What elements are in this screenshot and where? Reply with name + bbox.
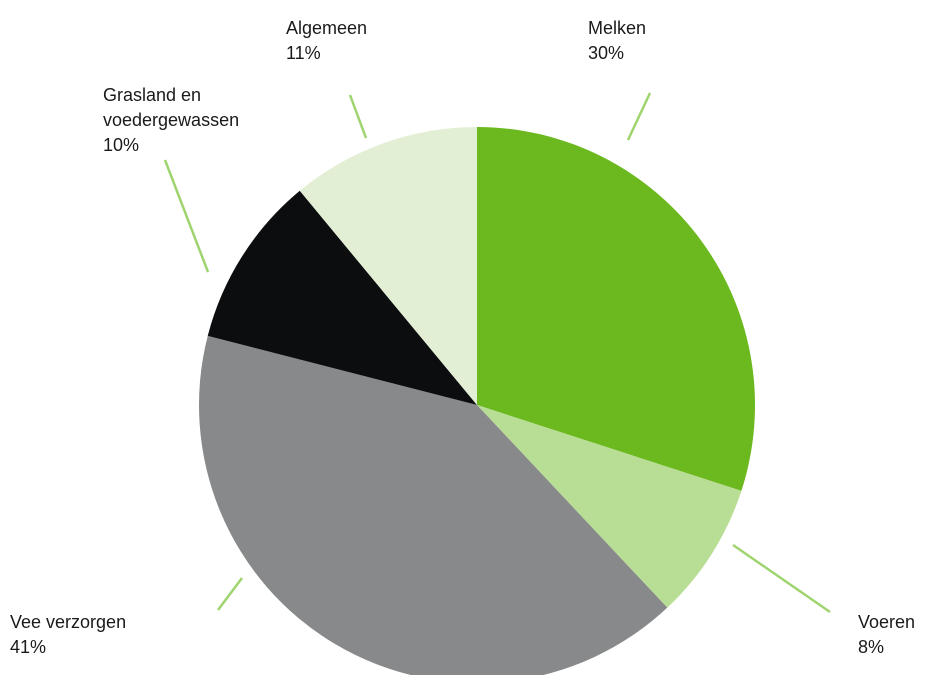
leader-line xyxy=(348,94,368,139)
category-label: Vee verzorgen xyxy=(10,612,127,632)
slice-label: Vee verzorgen 41% xyxy=(10,610,126,660)
value-label: 10% xyxy=(103,135,140,155)
leader-line xyxy=(626,92,652,141)
leader-line xyxy=(217,577,243,611)
category-label: Grasland en voedergewassen xyxy=(103,85,240,130)
pie-slice xyxy=(477,405,742,608)
pie-slice xyxy=(199,335,668,675)
slice-label: Voeren 8% xyxy=(858,610,915,660)
category-label: Voeren xyxy=(858,612,916,632)
pie-slice xyxy=(299,127,477,405)
leader-line xyxy=(732,543,831,614)
category-label: Algemeen xyxy=(286,18,368,38)
value-label: 11% xyxy=(286,43,321,63)
pie-slice xyxy=(477,127,755,491)
slice-label: Melken 30% xyxy=(588,16,646,66)
value-label: 41% xyxy=(10,637,47,657)
slice-label: Algemeen 11% xyxy=(286,16,367,66)
pie-slice xyxy=(207,190,477,405)
value-label: 30% xyxy=(588,43,625,63)
value-label: 8% xyxy=(858,637,885,657)
slice-label: Grasland en voedergewassen 10% xyxy=(103,83,263,158)
leader-line xyxy=(163,159,210,273)
category-label: Melken xyxy=(588,18,647,38)
